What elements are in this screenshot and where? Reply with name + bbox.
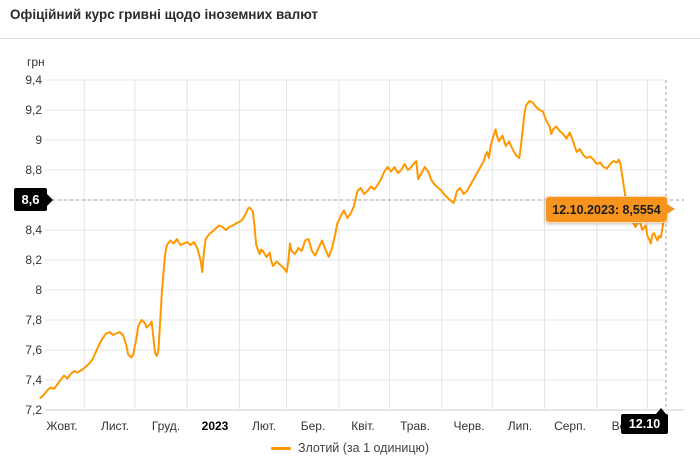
x-tick-label: Лют. [251, 419, 277, 433]
crosshair-value-badge: 8,6 [14, 188, 53, 211]
y-tick-label: 7,6 [25, 343, 42, 357]
x-tick-label: Груд. [151, 419, 181, 433]
header-divider [0, 38, 700, 39]
crosshair-date-badge: 12.10 [621, 408, 668, 434]
page-title: Офіційний курс гривні щодо іноземних вал… [10, 7, 319, 22]
y-tick-label: 8,4 [25, 223, 42, 237]
tooltip-text: 12.10.2023: 8,5554 [552, 202, 661, 217]
y-tick-label: 8 [35, 283, 42, 297]
y-tick-label: 9 [35, 133, 42, 147]
legend-series-marker [270, 446, 291, 450]
y-tick-label: 8,2 [25, 253, 42, 267]
y-axis-unit-label: грн [27, 55, 45, 69]
badge-up-arrow-icon [656, 408, 666, 414]
x-tick-label: Серп. [554, 419, 586, 433]
y-tick-label: 8,8 [25, 163, 42, 177]
y-tick-label: 9,4 [25, 73, 42, 87]
x-tick-label: Черв. [453, 419, 485, 433]
y-tick-label: 7,2 [25, 403, 42, 417]
point-tooltip: 12.10.2023: 8,5554 [545, 196, 675, 223]
badge-right-arrow-icon [47, 193, 53, 206]
y-tick-label: 9,2 [25, 103, 42, 117]
x-tick-label: Жовт. [46, 419, 78, 433]
x-tick-label: Лип. [507, 419, 533, 433]
legend-series-label[interactable]: Злотий (за 1 одиницю) [297, 441, 430, 455]
zloty-rate-line-series[interactable] [39, 100, 667, 399]
x-tick-label: Бер. [300, 419, 326, 433]
chart-legend: Злотий (за 1 одиницю) [0, 441, 700, 455]
y-tick-label: 7,8 [25, 313, 42, 327]
x-tick-label: Квіт. [351, 419, 375, 433]
y-tick-label: 7,4 [25, 373, 42, 387]
x-tick-label: Трав. [400, 419, 430, 433]
tooltip-right-arrow-icon [667, 204, 675, 214]
x-tick-label: Лист. [100, 419, 130, 433]
x-tick-label: 2023 [201, 419, 229, 433]
